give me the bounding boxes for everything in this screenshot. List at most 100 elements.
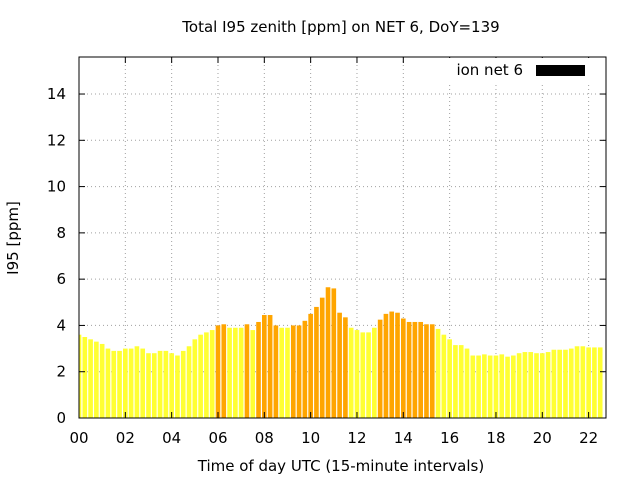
bar — [464, 348, 470, 418]
bar — [418, 321, 423, 418]
bar — [238, 327, 244, 418]
bar — [493, 355, 499, 418]
x-axis-label: Time of day UTC (15-minute intervals) — [197, 457, 484, 475]
bar — [406, 321, 412, 418]
x-tick-label: 16 — [440, 429, 459, 447]
x-tick-label: 20 — [533, 429, 552, 447]
y-tick-label: 6 — [56, 270, 66, 288]
bar — [146, 353, 151, 418]
bar — [209, 330, 215, 418]
bar — [592, 347, 597, 418]
bar — [331, 288, 337, 418]
x-tick-label: 12 — [347, 429, 366, 447]
bar — [505, 356, 510, 418]
bar — [389, 311, 395, 418]
bar — [123, 348, 128, 418]
bar — [372, 327, 377, 418]
bar — [285, 327, 290, 418]
bar — [192, 339, 198, 418]
bar — [296, 325, 302, 418]
bar — [597, 347, 603, 418]
bar — [290, 325, 296, 418]
bar — [458, 345, 464, 418]
chart-title: Total I95 zenith [ppm] on NET 6, DoY=139 — [181, 18, 499, 36]
bar — [180, 350, 186, 418]
bar — [94, 341, 99, 418]
bar — [395, 312, 400, 418]
bar — [522, 352, 528, 418]
bar — [99, 343, 105, 418]
bar — [140, 348, 146, 418]
x-tick-label: 00 — [69, 429, 88, 447]
y-tick-label: 10 — [47, 178, 66, 196]
bar — [383, 313, 389, 418]
x-tick-label: 04 — [162, 429, 181, 447]
bar — [534, 353, 539, 418]
bar — [134, 346, 140, 418]
bar — [580, 346, 586, 418]
bar — [511, 355, 516, 418]
bar — [256, 321, 261, 418]
axis-ticks — [78, 57, 606, 419]
bar — [482, 354, 487, 418]
bar — [302, 320, 308, 418]
bar — [528, 352, 534, 418]
bar — [412, 321, 418, 418]
bar — [360, 332, 366, 418]
bar — [545, 352, 551, 418]
bar — [429, 324, 435, 418]
bar — [221, 324, 227, 418]
bar — [175, 355, 180, 418]
y-axis-label: I95 [ppm] — [4, 201, 22, 275]
bar — [453, 345, 458, 418]
bar — [557, 349, 562, 418]
bar — [499, 354, 505, 418]
bar — [348, 327, 354, 418]
bars — [79, 287, 603, 418]
bar — [79, 334, 82, 418]
y-tick-label: 4 — [56, 316, 66, 334]
bar — [279, 327, 285, 418]
bar — [568, 348, 574, 418]
bar — [366, 332, 371, 418]
x-tick-label: 14 — [394, 429, 413, 447]
y-tick-label: 0 — [56, 409, 66, 427]
bar — [424, 324, 429, 418]
bar — [244, 324, 250, 418]
bar — [204, 332, 209, 418]
bar — [400, 318, 406, 418]
bar — [233, 327, 238, 418]
x-tick-label: 10 — [301, 429, 320, 447]
bar — [186, 346, 192, 418]
bar — [198, 334, 203, 418]
bar — [267, 315, 273, 418]
legend-swatch — [536, 65, 585, 76]
bar — [516, 353, 522, 418]
bar — [539, 353, 545, 418]
bar — [314, 306, 319, 418]
bar — [88, 339, 93, 418]
bar — [325, 287, 331, 418]
bar — [308, 313, 313, 418]
bar — [105, 348, 111, 418]
x-tick-label: 02 — [116, 429, 135, 447]
bar — [563, 349, 568, 418]
y-tick-label: 14 — [47, 85, 66, 103]
bar — [262, 315, 267, 418]
bar — [151, 353, 157, 418]
bar — [250, 330, 256, 418]
bar — [128, 348, 134, 418]
y-tick-label: 12 — [47, 131, 66, 149]
plot-frame — [78, 56, 607, 419]
bar — [163, 350, 169, 418]
bar — [319, 297, 325, 418]
x-tick-label: 08 — [255, 429, 274, 447]
bar — [377, 319, 383, 418]
x-tick-label: 22 — [579, 429, 598, 447]
bar — [470, 355, 476, 418]
bar — [337, 312, 342, 418]
legend: ion net 6 — [444, 58, 600, 82]
bar — [447, 339, 452, 418]
